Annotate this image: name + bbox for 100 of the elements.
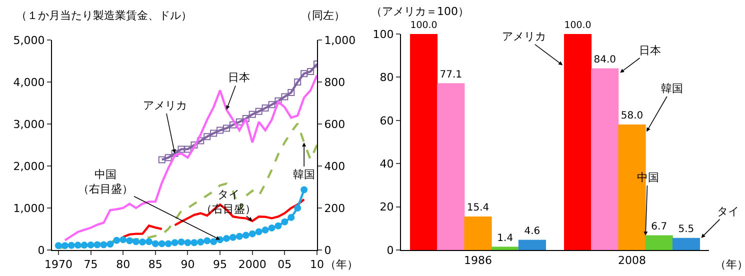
- y2-tick-label: 400: [324, 160, 346, 173]
- y-tick-label: 4,000: [13, 76, 45, 89]
- point: [236, 232, 243, 240]
- point: [54, 242, 62, 250]
- text: タイ: [717, 205, 739, 218]
- data-label: 100.0: [410, 20, 438, 32]
- data-label: 100.0: [564, 20, 592, 32]
- y-tick-label: 20: [380, 200, 394, 214]
- point: [158, 156, 166, 164]
- point: [216, 126, 224, 134]
- y-tick-label: 3,000: [13, 118, 45, 131]
- point: [80, 242, 88, 249]
- bar: [437, 83, 465, 250]
- data-label: 4.6: [524, 226, 540, 238]
- point: [268, 101, 276, 108]
- bar: [618, 124, 646, 250]
- bar: [491, 246, 519, 250]
- bar: [564, 34, 592, 250]
- point: [132, 238, 140, 246]
- y-tick-label: 1,000: [13, 202, 45, 215]
- point: [100, 241, 108, 248]
- data-label: 84.0: [594, 54, 616, 66]
- y-tick-label: 5,000: [13, 34, 45, 47]
- series-label: 日本: [228, 71, 250, 84]
- x-tick-label: 90: [180, 258, 195, 272]
- point: [138, 238, 146, 246]
- point: [223, 124, 230, 132]
- y2-tick-label: 1,000: [324, 34, 356, 47]
- point: [74, 242, 82, 249]
- x-axis-title: （年）: [715, 258, 745, 271]
- point: [87, 241, 94, 248]
- point: [106, 240, 114, 248]
- bar: [645, 235, 673, 250]
- y-tick-label: 0: [38, 244, 45, 257]
- point: [274, 222, 282, 230]
- point: [300, 70, 308, 78]
- bar: [672, 238, 700, 250]
- point: [223, 234, 230, 242]
- point: [94, 241, 101, 248]
- y-axis-title: （アメリカ＝100）: [371, 5, 469, 18]
- x-axis-title: （年）: [325, 258, 358, 271]
- y2-axis-title: （同左）: [301, 9, 345, 22]
- point: [204, 237, 211, 244]
- data-label: 6.7: [651, 222, 668, 233]
- text: アメリカ: [143, 99, 187, 112]
- point: [68, 242, 75, 249]
- point: [184, 146, 192, 153]
- y2-tick-label: 600: [324, 118, 346, 131]
- point: [248, 110, 256, 118]
- point: [171, 150, 178, 157]
- point: [281, 218, 288, 226]
- bar: [410, 34, 438, 250]
- point: [294, 204, 302, 212]
- text: 韓国: [661, 82, 683, 95]
- y-tick-label: 40: [380, 157, 394, 170]
- point: [61, 242, 68, 250]
- point: [210, 130, 218, 137]
- y-axis-title: （１か月当たり製造業賃金、ドル）: [16, 9, 192, 22]
- y-tick-label: 0: [386, 244, 394, 257]
- point: [294, 78, 302, 86]
- point: [158, 240, 166, 248]
- point: [145, 238, 152, 246]
- point: [164, 240, 172, 248]
- series-label: アメリカ: [502, 30, 546, 43]
- y-tick-label: 60: [380, 114, 394, 128]
- x-tick-label: 2008: [618, 254, 646, 268]
- x-tick-label: 1986: [464, 254, 492, 268]
- point: [113, 236, 120, 244]
- x-tick-label: 75: [84, 258, 98, 272]
- point: [307, 68, 314, 75]
- bar: [464, 216, 492, 250]
- point: [190, 142, 198, 148]
- series-label: 韓国: [293, 168, 315, 181]
- y2-tick-label: 0: [324, 244, 332, 257]
- data-label: 5.5: [678, 224, 694, 236]
- point: [288, 89, 295, 96]
- data-label: 15.4: [466, 202, 490, 214]
- text: 中国（右目盛）: [78, 168, 133, 196]
- point: [255, 108, 262, 115]
- x-tick-label: 95: [213, 258, 228, 272]
- point: [152, 240, 159, 248]
- point: [242, 115, 250, 122]
- x-tick-label: 85: [148, 258, 162, 272]
- point: [288, 214, 295, 221]
- bar: [591, 68, 619, 250]
- point: [204, 133, 211, 140]
- y2-tick-label: 200: [324, 202, 346, 215]
- x-tick-label: 2000: [238, 258, 266, 272]
- point: [197, 238, 204, 246]
- point: [274, 97, 282, 104]
- bar: [518, 240, 546, 250]
- y-tick-label: 80: [380, 71, 394, 84]
- point: [281, 93, 288, 100]
- text: 日本: [639, 44, 661, 57]
- y2-tick-label: 800: [324, 76, 346, 89]
- point: [229, 121, 236, 128]
- point: [164, 154, 172, 162]
- point: [126, 237, 134, 244]
- point: [190, 239, 198, 246]
- point: [178, 238, 185, 246]
